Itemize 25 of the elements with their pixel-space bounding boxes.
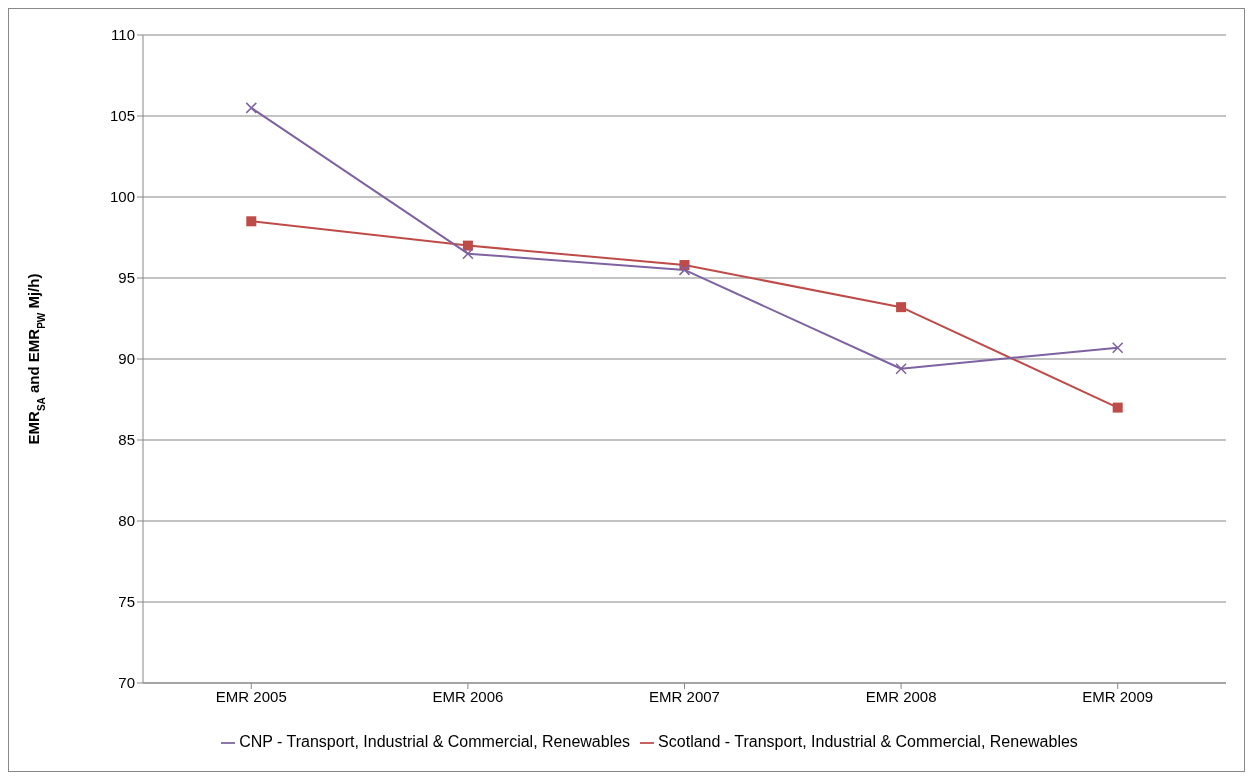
point bbox=[246, 216, 257, 227]
x-tick-label: EMR 2009 bbox=[1082, 687, 1154, 705]
legend-label: CNP - Transport, Industrial & Commercial, Renewables bbox=[239, 733, 631, 750]
y-tick-label: 95 bbox=[118, 269, 135, 287]
y-tick-label: 90 bbox=[118, 350, 135, 368]
point bbox=[1111, 341, 1124, 354]
y-tick-label: 100 bbox=[109, 188, 135, 206]
y-tick-label: 70 bbox=[118, 674, 135, 692]
point bbox=[1112, 402, 1123, 413]
x-tick-label: EMR 2005 bbox=[215, 687, 287, 705]
point bbox=[245, 102, 258, 114]
point bbox=[896, 302, 907, 313]
x-tick-label: EMR 2006 bbox=[432, 687, 504, 705]
x-tick-label: EMR 2008 bbox=[865, 687, 937, 705]
legend-label: Scotland - Transport, Industrial & Commercial, Renewables bbox=[658, 733, 1078, 750]
point bbox=[462, 240, 473, 251]
point bbox=[678, 264, 691, 276]
point bbox=[462, 247, 474, 260]
x-tick-label: EMR 2007 bbox=[649, 687, 720, 705]
y-tick-label: 80 bbox=[118, 512, 135, 530]
y-tick-label: 85 bbox=[118, 431, 135, 449]
y-tick-label: 75 bbox=[118, 593, 135, 611]
y-tick-label: 105 bbox=[109, 107, 135, 125]
point bbox=[895, 362, 907, 375]
y-tick-label: 110 bbox=[111, 26, 135, 44]
